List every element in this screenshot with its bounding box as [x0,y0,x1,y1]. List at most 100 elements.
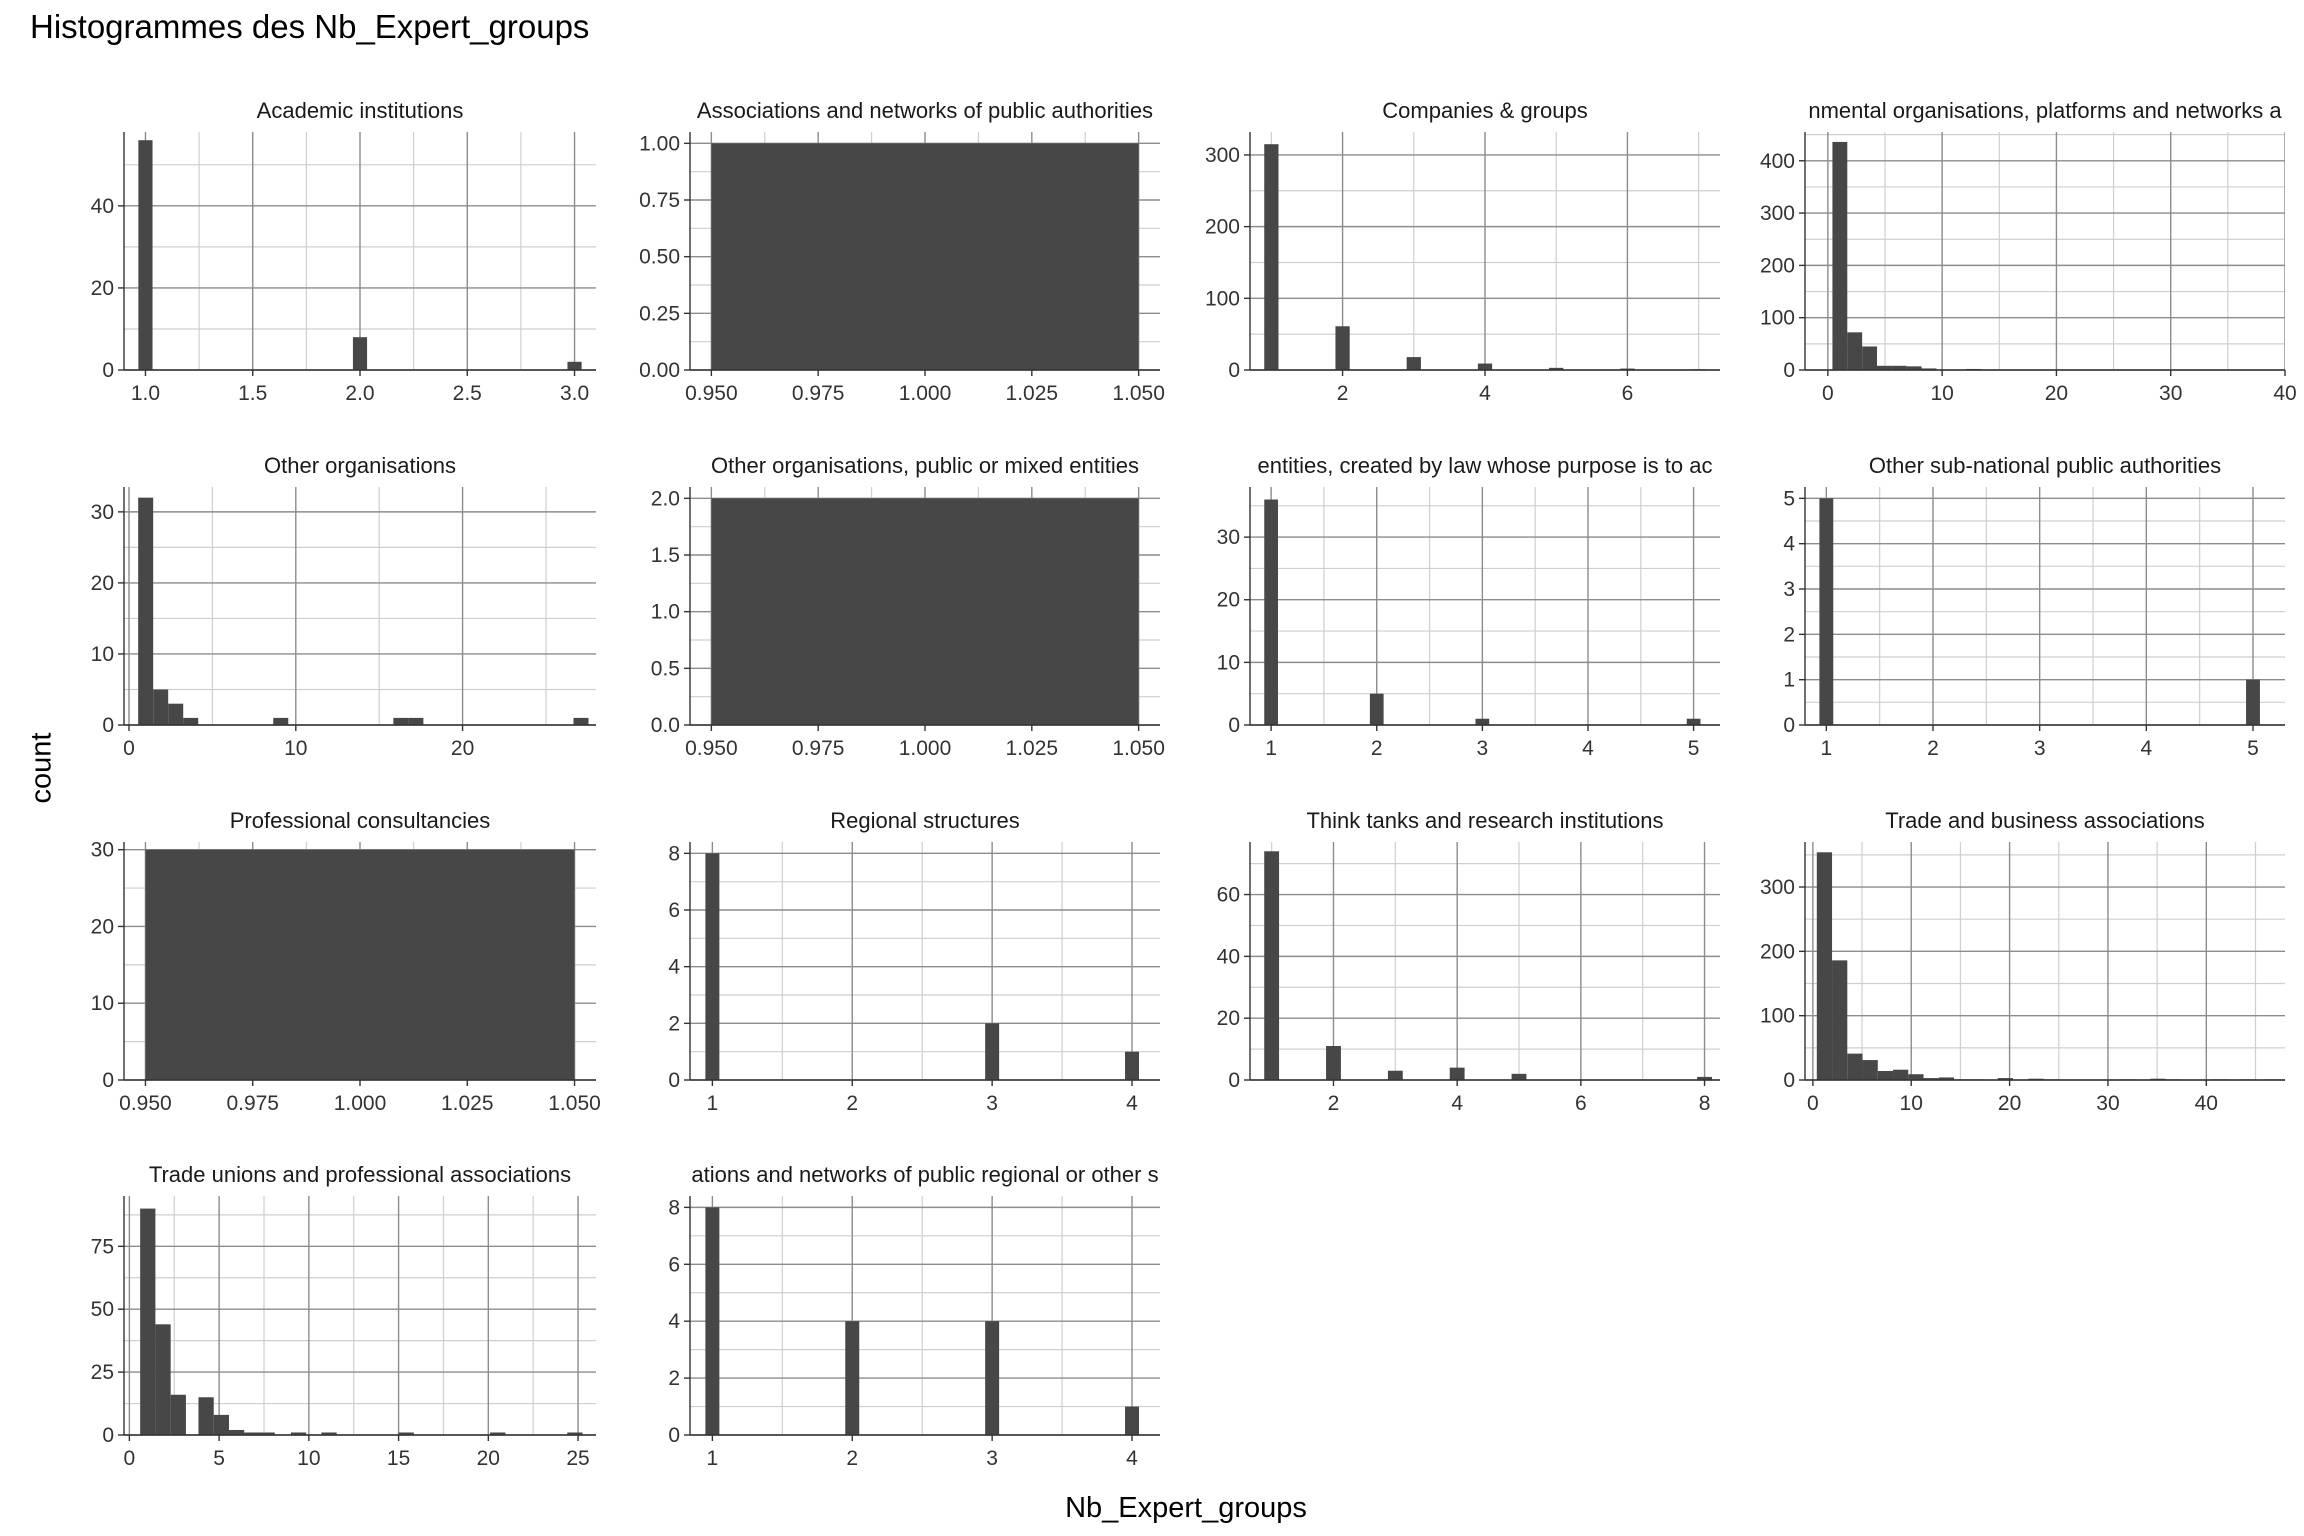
panel-13: 0 2 4 6 8 1 2 3 4 ations and networks of public r… [668,1162,1160,1470]
x-tick-label: 2.5 [453,382,482,405]
x-tick-label: 2 [1328,1092,1340,1115]
histogram-bar [711,498,1139,725]
histogram-bar [1686,718,1701,725]
y-tick-label: 20 [1217,1007,1240,1030]
x-tick-label: 40 [2195,1092,2218,1115]
histogram-bar [183,717,199,725]
y-tick-label: 30 [91,501,114,524]
x-tick-label: 1.0 [131,382,160,405]
histogram-bar [138,497,154,725]
panel-2: 0 100 200 300 2 4 6 Companies & groups [1205,98,1720,405]
x-tick-label: 5 [1688,737,1700,760]
histogram-bar [140,1208,156,1435]
histogram-bar [573,717,589,725]
y-tick-label: 0.5 [651,657,680,680]
histogram-bar [1264,851,1280,1080]
histogram-bar [153,689,169,725]
histogram-bar [1891,365,1907,370]
y-tick-label: 0 [1783,1069,1795,1092]
x-tick-label: 1.050 [548,1092,601,1115]
x-tick-label: 1.050 [1112,382,1165,405]
y-tick-label: 0 [1228,714,1240,737]
y-tick-label: 4 [668,956,680,979]
panel-0: 0 20 40 1.0 1.5 2.0 2.5 3.0 Academic institution… [91,98,596,405]
panel-title: Academic institutions [257,98,464,123]
x-tick-label: 4 [1451,1092,1463,1115]
y-tick-label: 25 [91,1361,114,1384]
x-axis-label: Nb_Expert_groups [1065,1492,1307,1524]
x-tick-label: 15 [387,1447,410,1470]
histogram-bar [1832,960,1848,1080]
histogram-bar [1832,141,1848,370]
page-title: Histogrammes des Nb_Expert_groups [30,8,590,45]
histogram-bar [1938,1077,1955,1080]
histogram-bar [393,717,409,725]
histogram-bar [1477,363,1493,370]
x-tick-label: 40 [2273,382,2296,405]
histogram-bar [1908,1074,1924,1080]
y-tick-label: 0 [668,1424,680,1447]
y-tick-label: 10 [91,992,114,1015]
histogram-bar [398,1432,414,1435]
histogram-bar [1921,368,1937,370]
x-tick-label: 1 [1265,737,1277,760]
histogram-bar [1697,1076,1712,1080]
histogram-bar [1877,365,1892,370]
y-tick-label: 0.25 [639,302,680,325]
histogram-bar [1549,367,1564,370]
panel-11: 0 100 200 300 0 10 20 30 40 Trade and business as… [1760,808,2285,1115]
panel-title: Other organisations [264,453,456,478]
y-tick-label: 20 [1217,589,1240,612]
y-tick-label: 3 [1783,578,1795,601]
x-tick-label: 4 [1582,737,1594,760]
x-tick-label: 5 [2247,737,2259,760]
histogram-bar [1406,357,1421,370]
x-tick-label: 4 [2140,737,2152,760]
histogram-bar [1862,346,1877,370]
panel-title: Other sub-national public authorities [1869,453,2221,478]
x-tick-label: 0 [1807,1092,1819,1115]
histogram-bar [711,143,1139,370]
histogram-bar [985,1023,1000,1080]
histogram-bar [567,1432,583,1435]
panel-title: Professional consultancies [230,808,490,833]
y-tick-label: 8 [668,1196,680,1219]
histogram-bar [705,853,720,1080]
y-tick-label: 1.00 [639,132,680,155]
histogram-bar [1620,368,1635,370]
y-tick-label: 100 [1205,287,1240,310]
panel-3: 0 100 200 300 400 0 10 20 30 40 nmental organisati… [1760,98,2297,405]
histogram-bar [845,1321,860,1435]
x-tick-label: 2.0 [345,382,374,405]
x-tick-label: 3 [2034,737,2046,760]
panel-title: Regional structures [830,808,1020,833]
histogram-bar [1475,718,1490,725]
y-tick-label: 20 [91,277,114,300]
x-tick-label: 20 [477,1447,500,1470]
x-tick-label: 0.950 [119,1092,172,1115]
y-tick-label: 100 [1760,1005,1795,1028]
histogram-bar [1862,1060,1878,1080]
y-tick-label: 4 [1783,533,1795,556]
panel-title: Trade unions and professional associatio… [149,1162,571,1187]
x-tick-label: 3 [986,1092,998,1115]
x-tick-label: 0.975 [792,382,845,405]
histogram-bar [228,1429,245,1435]
panel-8: 0 10 20 30 0.950 0.975 1.000 1.025 1.050 Professi… [91,808,601,1115]
x-tick-label: 6 [1622,382,1634,405]
panel-1: 0.00 0.25 0.50 0.75 1.00 0.950 0.975 1.000 1.025… [639,98,1165,405]
histogram-bar [198,1397,214,1435]
x-tick-label: 8 [1699,1092,1711,1115]
panel-title: Other organisations, public or mixed ent… [711,453,1139,478]
panel-5: 0.0 0.5 1.0 1.5 2.0 0.950 0.975 1.000 1.025 1.050… [651,453,1165,760]
x-tick-label: 20 [2045,382,2068,405]
x-tick-label: 0 [1822,382,1834,405]
histogram-bar [321,1432,337,1435]
panel-12: 0 25 50 75 0 5 10 15 20 25 Trade unions and profes… [91,1162,596,1470]
histogram-bar [408,717,424,725]
x-tick-label: 4 [1479,382,1491,405]
panel-4: 0 10 20 30 0 10 20 Other organisations [91,453,596,760]
histogram-bar [1387,1070,1403,1080]
y-tick-label: 10 [91,643,114,666]
y-tick-label: 2.0 [651,487,680,510]
